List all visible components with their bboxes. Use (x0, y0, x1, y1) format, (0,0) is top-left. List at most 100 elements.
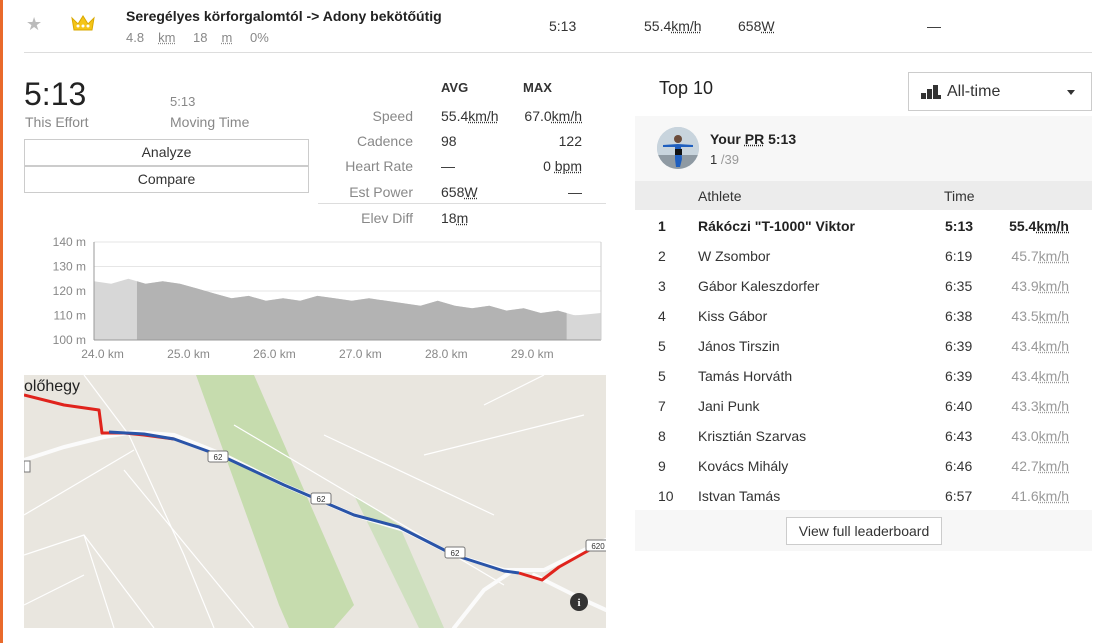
y-tick-label: 100 m (53, 333, 86, 347)
y-tick-label: 110 m (54, 309, 86, 323)
leaderboard-rank: 7 (658, 398, 666, 414)
leaderboard-table: 1 Rákóczi "T-1000" Viktor 5:13 55.4km/h 2 W Z… (635, 210, 1092, 510)
stat-row-power: Est Power 658W — (318, 184, 606, 209)
svg-text:62: 62 (317, 495, 326, 504)
leaderboard-rank: 9 (658, 458, 666, 474)
svg-text:62: 62 (451, 549, 460, 558)
analyze-button[interactable]: Analyze (24, 139, 309, 166)
pr-title: Your PR 5:13 (710, 131, 797, 147)
stat-label: Elev Diff (361, 210, 413, 226)
leaderboard-rank: 1 (658, 218, 666, 234)
leaderboard-header: Athlete Time (635, 181, 1092, 210)
elevation-area-segment (136, 281, 567, 340)
park-area (196, 375, 354, 628)
segment-grade: 0% (249, 30, 269, 45)
segment-time: 5:13 (549, 18, 577, 34)
field-lines (24, 375, 585, 628)
avg-header: AVG (441, 80, 469, 95)
stat-avg: 98 (441, 133, 457, 149)
col-athlete[interactable]: Athlete (698, 188, 742, 204)
leaderboard-athlete[interactable]: Kovács Mihály (698, 458, 789, 474)
x-tick-label: 25.0 km (167, 347, 210, 361)
map-canvas[interactable]: 62 62 62 620 olőhegy i (24, 375, 606, 628)
leaderboard-title: Top 10 (659, 78, 714, 98)
leaderboard-row[interactable]: 2 W Zsombor 6:19 45.7km/h (635, 240, 1092, 270)
col-time[interactable]: Time (944, 188, 975, 204)
info-icon[interactable]: i (570, 593, 588, 611)
leaderboard-time: 6:38 (945, 308, 973, 324)
leaderboard-athlete[interactable]: Krisztián Szarvas (698, 428, 807, 444)
leaderboard-row[interactable]: 5 János Tirszin 6:39 43.4km/h (635, 330, 1092, 360)
stat-row-cadence: Cadence 98 122 (318, 133, 606, 158)
stat-avg: 55.4km/h (441, 108, 499, 124)
leaderboard-athlete[interactable]: Tamás Horváth (698, 368, 793, 384)
y-tick-label: 140 m (53, 235, 86, 249)
avatar[interactable] (657, 127, 699, 169)
leaderboard-row[interactable]: 5 Tamás Horváth 6:39 43.4km/h (635, 360, 1092, 390)
segment-elevation: 18 m (193, 30, 233, 45)
leaderboard-time: 6:39 (945, 368, 973, 384)
leaderboard-time: 6:39 (945, 338, 973, 354)
leaderboard-speed: 45.7km/h (1011, 248, 1069, 264)
svg-text:i: i (577, 597, 580, 609)
filter-selected-value: All-time (947, 83, 1001, 100)
moving-time: 5:13 (170, 94, 196, 109)
view-full-leaderboard-button[interactable]: View full leaderboard (786, 517, 942, 545)
svg-text:620: 620 (591, 542, 605, 551)
road-badge: 62 (310, 492, 332, 505)
leaderboard-row[interactable]: 8 Krisztián Szarvas 6:43 43.0km/h (635, 420, 1092, 450)
leaderboard-athlete[interactable]: Kiss Gábor (698, 308, 768, 324)
stat-label: Speed (372, 108, 413, 124)
leaderboard-time: 6:19 (945, 248, 973, 264)
leaderboard-rank: 4 (658, 308, 666, 324)
leaderboard-row[interactable]: 3 Gábor Kaleszdorfer 6:35 43.9km/h (635, 270, 1092, 300)
leaderboard-speed: 43.4km/h (1011, 368, 1069, 384)
x-tick-label: 27.0 km (339, 347, 382, 361)
leaderboard-row[interactable]: 7 Jani Punk 6:40 43.3km/h (635, 390, 1092, 420)
leaderboard-speed: 43.3km/h (1011, 398, 1069, 414)
stats-divider (318, 203, 606, 204)
segment-row[interactable]: ★ Seregélyes körforgalomtól -> Adony bek… (24, 0, 1092, 53)
leaderboard-row[interactable]: 4 Kiss Gábor 6:38 43.5km/h (635, 300, 1092, 330)
leaderboard-time: 5:13 (945, 218, 974, 234)
leaderboard-rank: 5 (658, 368, 666, 384)
leaderboard-speed: 55.4km/h (1009, 218, 1069, 234)
leaderboard-athlete[interactable]: Rákóczi "T-1000" Viktor (698, 218, 855, 234)
accent-bar (0, 0, 3, 643)
crown-icon (71, 15, 95, 31)
leaderboard-filter-dropdown[interactable]: All-time (908, 72, 1092, 111)
elevation-chart[interactable]: 140 m 130 m 120 m 110 m 100 m24.0 km 25.0 km 2… (24, 234, 606, 366)
stat-max: 122 (558, 133, 582, 149)
map-place-label: olőhegy (24, 378, 80, 395)
leaderboard-rank: 5 (658, 338, 666, 354)
star-icon[interactable]: ★ (26, 14, 43, 34)
leaderboard-speed: 43.0km/h (1011, 428, 1069, 444)
leaderboard-row[interactable]: 9 Kovács Mihály 6:46 42.7km/h (635, 450, 1092, 480)
leaderboard-row[interactable]: 10 Istvan Tamás 6:57 41.6km/h (635, 480, 1092, 510)
leaderboard-athlete[interactable]: János Tirszin (698, 338, 780, 354)
segment-power: 658W (738, 18, 775, 34)
y-tick-label: 130 m (53, 260, 86, 274)
leaderboard-row[interactable]: 1 Rákóczi "T-1000" Viktor 5:13 55.4km/h (635, 210, 1092, 240)
leaderboard-rank: 10 (658, 488, 674, 504)
leaderboard-athlete[interactable]: Gábor Kaleszdorfer (698, 278, 820, 294)
segment-name[interactable]: Seregélyes körforgalomtól -> Adony beköt… (126, 8, 442, 24)
stat-max: 67.0km/h (524, 108, 582, 124)
x-tick-label: 28.0 km (425, 347, 468, 361)
leaderboard-speed: 41.6km/h (1011, 488, 1069, 504)
leaderboard-athlete[interactable]: Istvan Tamás (698, 488, 781, 504)
effort-time: 5:13 (24, 76, 87, 112)
stat-avg: 18m (441, 210, 469, 226)
moving-time-label: Moving Time (170, 114, 250, 130)
leaderboard-speed: 43.9km/h (1011, 278, 1069, 294)
effort-time-label: This Effort (25, 114, 89, 130)
road-badge: 62 (444, 546, 466, 559)
x-tick-label: 26.0 km (253, 347, 296, 361)
leaderboard-time: 6:57 (945, 488, 973, 504)
compare-button[interactable]: Compare (24, 166, 309, 193)
route-map[interactable]: 62 62 62 620 olőhegy i (24, 375, 606, 628)
leaderboard-time: 6:43 (945, 428, 973, 444)
leaderboard-athlete[interactable]: Jani Punk (698, 398, 760, 414)
leaderboard-athlete[interactable]: W Zsombor (698, 248, 771, 264)
road-badge: 620 (585, 539, 606, 552)
